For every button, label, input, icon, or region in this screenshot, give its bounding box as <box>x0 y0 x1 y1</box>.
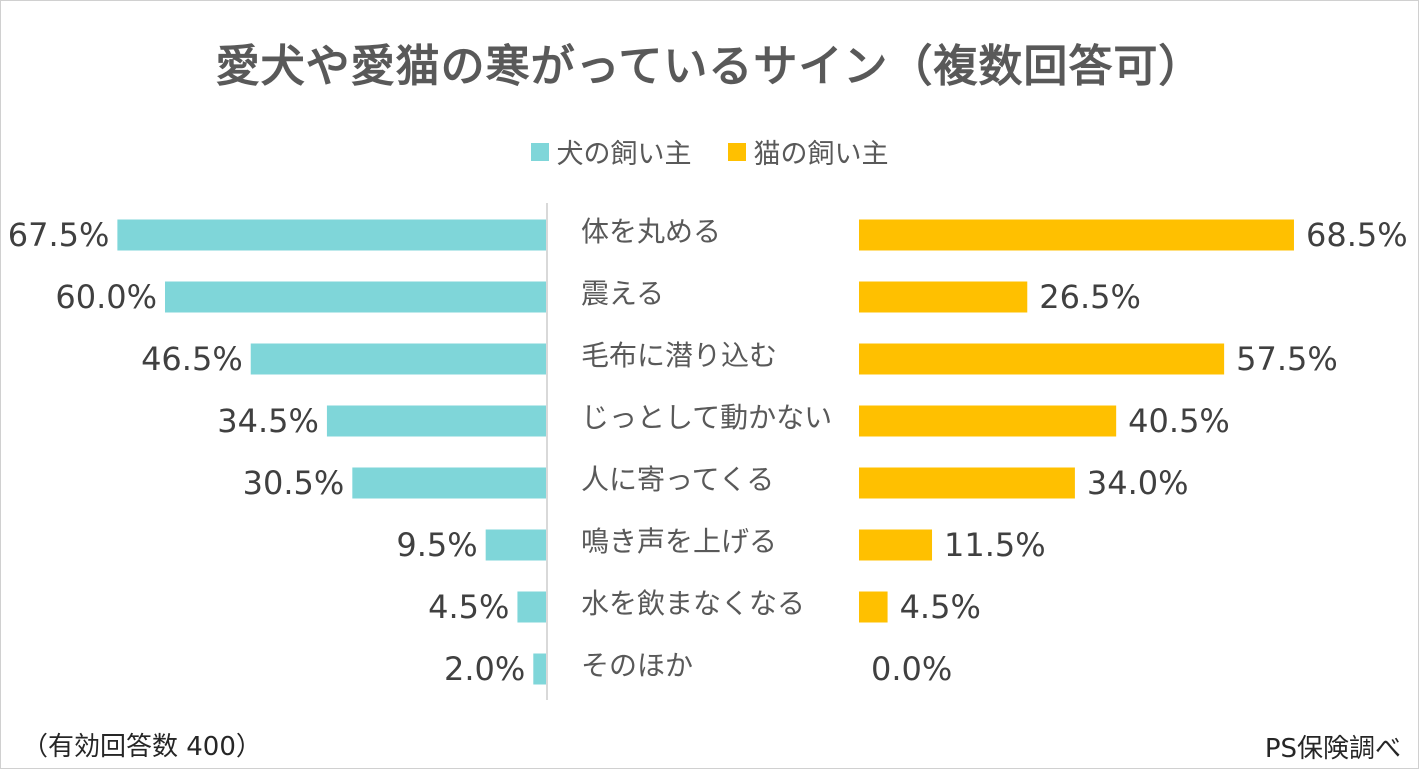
cat-value-label: 40.5% <box>1128 402 1230 440</box>
legend-item-dog: 犬の飼い主 <box>530 132 692 171</box>
cat-value-label: 34.0% <box>1087 464 1189 502</box>
category-label: 毛布に潜り込む <box>581 339 777 372</box>
legend-swatch-cat <box>727 142 746 161</box>
dog-bar <box>517 591 546 623</box>
cat-value-label: 68.5% <box>1306 216 1408 254</box>
dog-bar <box>533 653 546 685</box>
category-label: そのほか <box>581 649 693 682</box>
legend: 犬の飼い主 猫の飼い主 <box>0 132 1419 171</box>
category-label: 震える <box>581 277 664 310</box>
sample-size-note: （有効回答数 400） <box>22 732 262 762</box>
legend-swatch-dog <box>530 142 549 161</box>
dog-value-label: 30.5% <box>243 464 345 502</box>
chart-title: 愛犬や愛猫の寒がっているサイン（複数回答可） <box>215 41 1204 92</box>
source-note: PS保険調べ <box>1264 734 1401 764</box>
dog-value-label: 4.5% <box>428 588 509 626</box>
cat-bar <box>859 219 1294 251</box>
legend-item-cat: 猫の飼い主 <box>727 132 889 171</box>
cat-bar <box>859 467 1075 499</box>
category-label: 人に寄ってくる <box>581 463 774 496</box>
cat-bar <box>859 405 1117 437</box>
cat-bar <box>859 343 1225 375</box>
category-label: 体を丸める <box>581 215 721 248</box>
dog-bar <box>326 405 546 437</box>
dog-value-label: 2.0% <box>444 650 525 688</box>
legend-label-dog: 犬の飼い主 <box>556 139 692 170</box>
dog-bar <box>117 219 546 251</box>
cat-value-label: 0.0% <box>871 650 952 688</box>
cat-value-label: 57.5% <box>1236 340 1338 378</box>
dog-bar <box>250 343 546 375</box>
category-label: じっとして動かない <box>581 401 832 434</box>
legend-label-cat: 猫の飼い主 <box>753 139 889 170</box>
dog-value-label: 9.5% <box>396 526 477 564</box>
cat-bar <box>859 591 888 623</box>
cat-value-label: 26.5% <box>1039 278 1141 316</box>
dog-bar <box>352 467 546 499</box>
cat-bar <box>859 281 1028 313</box>
category-label: 水を飲まなくなる <box>581 587 805 620</box>
cat-bar <box>859 529 933 561</box>
dog-bar <box>485 529 546 561</box>
dog-value-label: 67.5% <box>8 216 110 254</box>
dog-value-label: 60.0% <box>55 278 157 316</box>
dog-bar <box>165 281 546 313</box>
cat-value-label: 11.5% <box>944 526 1046 564</box>
cat-value-label: 4.5% <box>900 588 981 626</box>
dog-value-label: 46.5% <box>141 340 243 378</box>
dog-value-label: 34.5% <box>217 402 319 440</box>
category-label: 鳴き声を上げる <box>581 525 777 558</box>
